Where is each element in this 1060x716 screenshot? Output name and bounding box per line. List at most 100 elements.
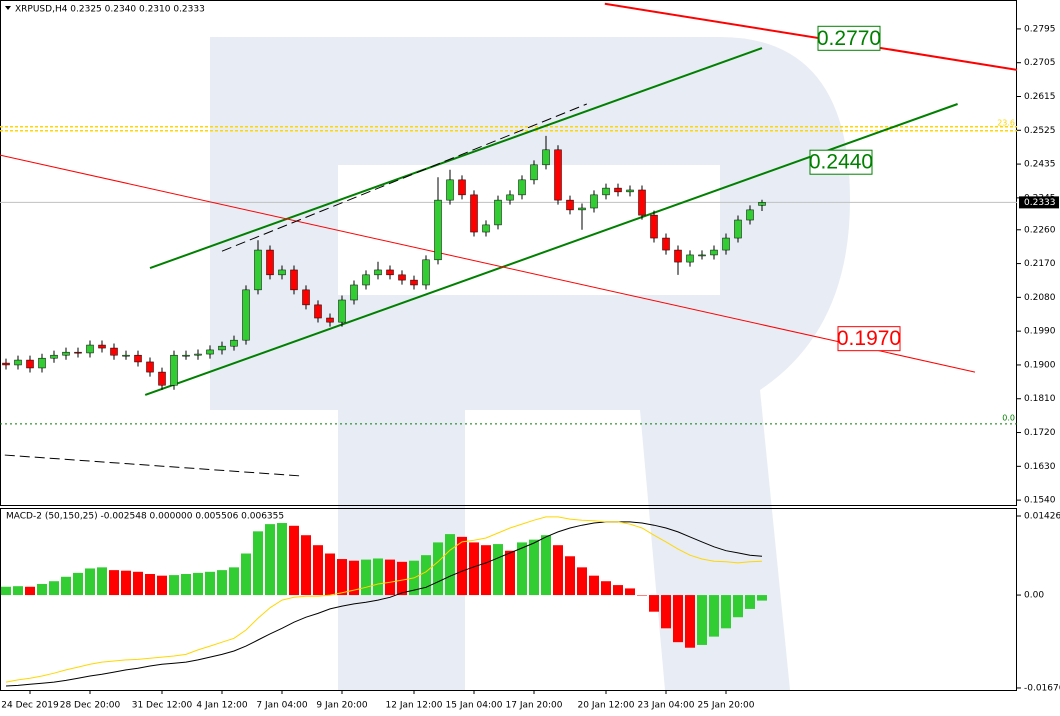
macd-pane-border <box>0 508 1017 691</box>
histogram-bar <box>289 525 299 596</box>
candle-body <box>494 199 502 226</box>
trend-line <box>604 2 1018 71</box>
candle-body <box>590 194 598 209</box>
candle-body <box>698 254 706 257</box>
histogram-bar <box>433 542 443 596</box>
candle-body <box>98 344 106 349</box>
histogram-bar <box>325 553 335 596</box>
histogram-bar <box>745 595 755 609</box>
main-pane-border <box>0 0 1017 506</box>
histogram-bar <box>721 595 731 629</box>
candle-body <box>50 354 58 359</box>
watermark <box>210 37 850 690</box>
candle-body <box>662 237 670 251</box>
candle-body <box>362 274 370 286</box>
candle-body <box>446 179 454 201</box>
y-tick-label: 0.2435 <box>1024 160 1056 170</box>
candle-body <box>434 199 442 261</box>
histogram-bar <box>157 575 167 596</box>
candle-body <box>302 289 310 306</box>
price-annotation-box <box>817 25 881 51</box>
y-tick-label: 0.2170 <box>1024 259 1056 269</box>
histogram-bar <box>217 570 227 596</box>
candle-body <box>266 249 274 276</box>
histogram-bar <box>685 595 695 648</box>
y-tick-label: 0.2705 <box>1024 58 1056 68</box>
histogram-bar <box>613 585 623 596</box>
candle-body <box>686 254 694 263</box>
y-tick-label: 0.1540 <box>1024 496 1056 506</box>
histogram-bar <box>85 568 95 596</box>
price-annotation-box <box>809 149 873 175</box>
histogram-bar <box>517 542 527 596</box>
histogram-bar <box>241 553 251 596</box>
histogram-bar <box>121 570 131 596</box>
x-tick-label: 17 Jan 20:00 <box>506 701 563 711</box>
candle-body <box>86 344 94 354</box>
histogram-bar <box>733 595 743 618</box>
price-annotation: 0.2440 <box>809 151 873 174</box>
candle-body <box>554 149 562 201</box>
fib-level-label: 0.0 <box>1002 413 1015 422</box>
candle-body <box>578 207 586 211</box>
y-tick-label: 0.014265 <box>1024 512 1060 522</box>
histogram-bar <box>445 534 455 596</box>
y-tick-label: 0.2615 <box>1024 92 1056 102</box>
candle-body <box>650 214 658 239</box>
histogram-bar <box>73 572 83 596</box>
histogram-bar <box>301 535 311 596</box>
header-icon <box>5 6 11 10</box>
price-annotation: 0.2770 <box>817 27 881 50</box>
histogram-bar <box>553 545 563 596</box>
x-tick-label: 31 Dec 12:00 <box>132 701 193 711</box>
histogram-bar <box>61 576 71 596</box>
histogram-bar <box>505 550 515 596</box>
histogram-bar <box>625 588 635 596</box>
candle-body <box>374 269 382 276</box>
histogram-bar <box>313 545 323 596</box>
x-tick-label: 24 Dec 2019 <box>1 701 59 711</box>
y-tick-label: 0.2080 <box>1024 293 1056 303</box>
candle-body <box>638 189 646 216</box>
y-tick-label: 0.1990 <box>1024 327 1056 337</box>
histogram-bar <box>661 595 671 629</box>
fib-level-label: 23.6 <box>997 118 1015 127</box>
candle-body <box>74 351 82 354</box>
y-tick-label: 0.1720 <box>1024 428 1056 438</box>
histogram-bar <box>649 595 659 612</box>
histogram-bar <box>13 586 23 596</box>
candle-body <box>38 357 46 369</box>
x-tick-label: 12 Jan 12:00 <box>386 701 443 711</box>
candle-body <box>326 317 334 323</box>
price-annotation-box <box>837 326 901 352</box>
histogram-bar <box>265 524 275 596</box>
histogram-bar <box>349 560 359 596</box>
y-tick-label: 0.1810 <box>1024 394 1056 404</box>
candle-body <box>566 199 574 211</box>
histogram-bar <box>493 544 503 596</box>
candle-body <box>146 361 154 373</box>
histogram-bar <box>757 595 767 601</box>
histogram-bar <box>529 539 539 596</box>
histogram-bar <box>253 531 263 596</box>
histogram-bar <box>601 581 611 596</box>
histogram-bar <box>97 567 107 596</box>
x-tick-label: 28 Dec 20:00 <box>60 701 121 711</box>
histogram-bar <box>193 572 203 596</box>
candle-body <box>206 349 214 355</box>
histogram-bar <box>565 556 575 596</box>
x-tick-label: 20 Jan 12:00 <box>578 701 635 711</box>
candle-body <box>674 249 682 263</box>
histogram-bar <box>481 545 491 596</box>
histogram-bar <box>169 575 179 596</box>
histogram-bar <box>541 535 551 596</box>
y-tick-label: 0.1630 <box>1024 462 1056 472</box>
candle-body <box>350 284 358 301</box>
x-tick-label: 15 Jan 04:00 <box>446 701 503 711</box>
candle-body <box>530 164 538 181</box>
candle-body <box>470 194 478 233</box>
histogram-bar <box>373 558 383 596</box>
histogram-bar <box>697 595 707 645</box>
histogram-bar <box>37 583 47 596</box>
